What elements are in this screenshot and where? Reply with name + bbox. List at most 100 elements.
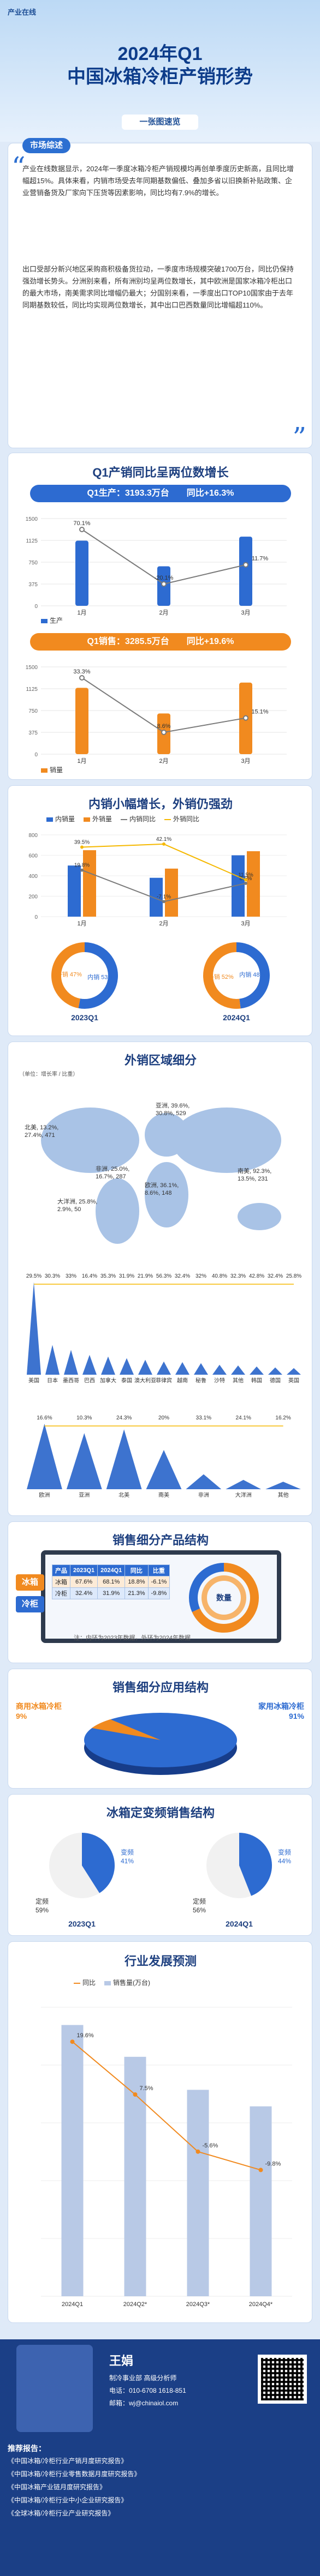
product-note: 注：内环为2023年数据，外环为2024年数据 (74, 1635, 191, 1641)
slice-value: 59% (35, 1906, 49, 1914)
bar (165, 868, 178, 917)
x-tick-label: 越南 (177, 1377, 188, 1384)
tick-label: 1500 (26, 665, 38, 671)
rec-item[interactable]: 《中国冰箱产业链月度研究报告》 (8, 2483, 106, 2491)
pie-slice (236, 942, 270, 1009)
domestic-title: 内销小幅增长，外销仍强劲 (88, 797, 233, 811)
data-label: 42.8% (249, 1273, 264, 1279)
svg-text:27.4%, 471: 27.4%, 471 (25, 1132, 55, 1139)
svg-text:非洲, 25.0%,: 非洲, 25.0%, (96, 1165, 129, 1172)
x-tick-label: 澳大利亚 (134, 1377, 156, 1384)
svg-text:数量: 数量 (216, 1593, 232, 1602)
hero-banner: 产业在线 2024年Q1 中国冰箱冷柜产销形势 一张图速览 (0, 0, 320, 142)
data-label: 21.9% (138, 1273, 153, 1279)
product-card: 销售细分产品结构 冰箱 冷柜 产品 2023Q1 2024Q1 同比 比重 冰箱 67.6… (8, 1521, 312, 1663)
application-title: 销售细分应用结构 (112, 1681, 209, 1694)
bar (212, 1364, 227, 1375)
summary-p1: 产业在线数据显示，2024年一季度冰箱冷柜产销规模均再创单季度历史新高，且同比增… (22, 165, 294, 197)
yoy-point (161, 730, 167, 735)
x-tick-label: 2024Q2* (123, 2301, 147, 2308)
yoy-point (258, 2168, 263, 2172)
x-tick-label: 北美 (118, 1491, 129, 1498)
data-label: 35.3% (100, 1273, 116, 1279)
world-map: 北美, 13.2%,27.4%, 471 亚洲, 39.6%,30.8%, 52… (25, 1103, 281, 1244)
data-label: 16.6% (37, 1415, 52, 1421)
data-label: 56.3% (156, 1273, 171, 1279)
tick-label: 800 (28, 833, 38, 839)
region-card: 外销区域细分 （单位：增长率 / 比重） 北美, 13.2%, 27.4%, 47… (8, 1042, 312, 1516)
q1-title: Q1产销同比呈两位数增长 (92, 466, 229, 479)
tick-label: 600 (28, 853, 38, 859)
bar (250, 1366, 264, 1375)
data-label: 33.1% (196, 1415, 211, 1421)
data-label: 42.1% (156, 836, 171, 842)
forecast-legend: 同比 销售量(万台) (74, 1978, 150, 1987)
svg-text:北美, 13.2%,: 北美, 13.2%, (25, 1124, 58, 1131)
production-chart: 0 375 750 1125 1500 1月 2月 3月 70.1% -20.1% 11.7% (26, 516, 287, 616)
slice-value: 41% (121, 1857, 134, 1865)
inverter-title: 冰箱定变频销售结构 (106, 1806, 215, 1820)
slice-label: 内销 48% (239, 971, 265, 978)
bar (194, 1363, 208, 1375)
bar (101, 1356, 115, 1375)
tick-label: 200 (28, 894, 38, 900)
yoy-line (81, 843, 246, 881)
rec-title: 推荐报告： (8, 2444, 46, 2453)
rec-item[interactable]: 《中国冰箱/冷柜行业零售数据月度研究报告》 (8, 2470, 141, 2478)
slice-label: 外销 47% (56, 970, 82, 978)
yoy-line (72, 2041, 261, 2171)
quote-open-icon: “ (11, 151, 26, 183)
rec-item[interactable]: 《中国冰箱/冷柜行业中小企业研究报告》 (8, 2496, 128, 2504)
data-label: -9.8% (265, 2160, 281, 2167)
x-tick-label: 3月 (241, 758, 250, 765)
rec-item[interactable]: 《中国冰箱/冷柜行业产销月度研究报告》 (8, 2457, 128, 2465)
x-tick-label: 1月 (77, 920, 86, 927)
data-label: 15.1% (251, 709, 268, 715)
bar (27, 1282, 41, 1375)
yoy-point (244, 881, 247, 885)
bar (239, 537, 252, 606)
data-label: 19.8% (74, 863, 90, 869)
yoy-point (243, 562, 248, 568)
household-label: 家用冰箱冷柜 91% (258, 1702, 304, 1720)
data-label: 32.4% (268, 1273, 283, 1279)
yoy-point (79, 527, 85, 532)
tick-label: 1125 (26, 538, 38, 544)
tick-label: 750 (28, 560, 38, 566)
rec-item[interactable]: 《全球冰箱/冷柜行业产业研究报告》 (8, 2509, 115, 2517)
x-tick-label: 1月 (77, 610, 86, 616)
sales-chart: 0 375 750 1125 1500 1月 2月 3月 33.3% 8.6% 15.1% (26, 665, 287, 765)
qr-code[interactable] (258, 2355, 307, 2404)
slice-label: 定频 (35, 1897, 49, 1905)
svg-text:16.7%, 287: 16.7%, 287 (96, 1173, 126, 1180)
data-label: 8.6% (157, 723, 170, 730)
pie-slice (203, 942, 241, 1009)
svg-text:欧洲, 36.1%,: 欧洲, 36.1%, (145, 1182, 179, 1189)
svg-text:13.5%, 231: 13.5%, 231 (238, 1176, 268, 1182)
x-tick-label: 1月 (77, 758, 86, 765)
tick-label: 375 (28, 730, 38, 736)
x-tick-label: 非洲 (198, 1492, 209, 1498)
data-label: -5.6% (203, 2142, 218, 2149)
tick-label: 375 (28, 582, 38, 588)
yoy-point (195, 2149, 200, 2154)
svg-text:亚洲, 39.6%,: 亚洲, 39.6%, (156, 1103, 189, 1109)
data-label: 10.3% (76, 1415, 92, 1421)
quote-close-icon: ” (292, 422, 306, 453)
yoy-point (80, 868, 84, 872)
x-tick-label: 日本 (47, 1377, 58, 1384)
yoy-point (70, 2039, 75, 2044)
slice-label: 定频 (193, 1897, 206, 1905)
bar (27, 1424, 62, 1489)
summary-card: 市场综述 “ 产业在线数据显示，2024年一季度冰箱冷柜产销规模均再创单季度历史… (8, 138, 312, 453)
country-chart: 美国 29.5% 日本 30.3% 墨西哥 33% 巴西 16.4% 加拿大 35.3% 泰国 31.… (26, 1273, 301, 1384)
forecast-chart: 2024Q1 2024Q2* 2024Q3* 2024Q4* 19.6% 7.5% -5.6… (41, 2007, 292, 2308)
data-label: 25.8% (286, 1273, 301, 1279)
pie-slice (78, 942, 118, 1009)
yoy-point (162, 842, 165, 846)
yoy-point (162, 900, 165, 904)
bar (120, 1358, 134, 1375)
pie-2023: 内销 53% 外销 47% 2023Q1 (51, 942, 118, 1022)
